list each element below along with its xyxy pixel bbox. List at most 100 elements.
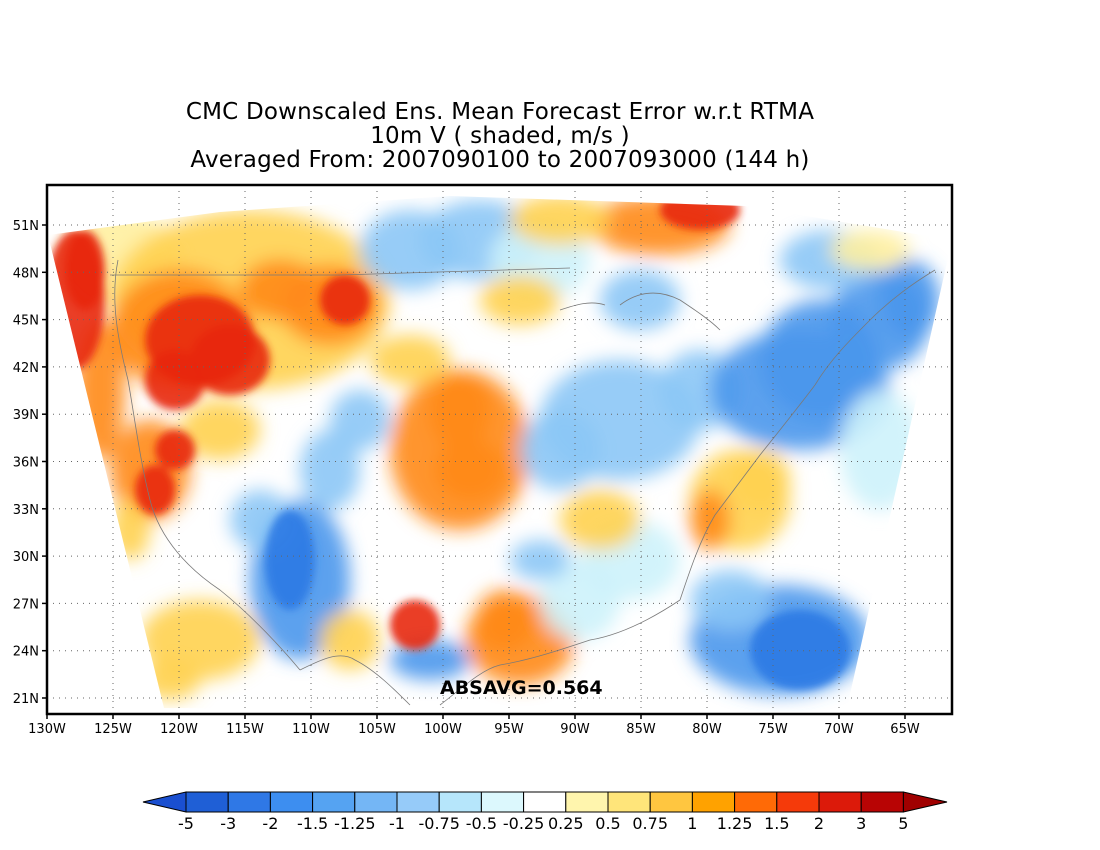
chart-title: CMC Downscaled Ens. Mean Forecast Error …: [0, 100, 1000, 172]
lon-tick-label: 115W: [226, 722, 264, 737]
field-patch: [370, 335, 450, 385]
title-line-2: 10m V ( shaded, m/s ): [370, 123, 630, 149]
colorbar-bin: [734, 791, 778, 813]
colorbar-label: -5: [178, 814, 194, 833]
lat-tick-label: 30N: [13, 550, 39, 565]
boundary-line: [439, 599, 681, 706]
shaded-error-field: [48, 196, 952, 712]
colorbar-label: 0.75: [632, 814, 668, 833]
field-patch: [145, 350, 205, 410]
colorbar-label: -1: [389, 814, 405, 833]
colorbar: -5 -3 -2 -1.5 -1.25 -1 -0.75 -0.5 -0.25 0.25 0.5 0.…: [142, 791, 948, 833]
field-patch: [520, 410, 600, 490]
colorbar-label: -2: [262, 814, 278, 833]
colorbar-bin: [818, 791, 862, 813]
field-patch: [830, 230, 910, 270]
colorbar-bin: [269, 791, 314, 813]
field-patch: [330, 390, 390, 450]
colorbar-bin: [354, 791, 398, 813]
boundary-line: [619, 292, 721, 331]
title-line-3: Averaged From: 2007090100 to 2007093000 …: [190, 147, 810, 173]
lat-tick-label: 33N: [13, 503, 39, 518]
field-patch: [240, 260, 320, 320]
field-patch: [265, 510, 315, 610]
colorbar-bin: [396, 791, 440, 813]
field-patch: [750, 610, 850, 690]
field-patch: [510, 196, 610, 245]
lon-tick-label: 125W: [94, 722, 132, 737]
lon-tick-label: 85W: [626, 722, 656, 737]
colorbar-label: 1.5: [764, 814, 789, 833]
lat-tick-label: 42N: [13, 361, 39, 376]
colorbar-low-extension: [142, 791, 187, 813]
field-patch: [430, 370, 490, 450]
field-patch: [320, 275, 370, 325]
boundary-line: [299, 655, 411, 706]
map-boundaries: [110, 259, 936, 706]
field-patch: [140, 660, 200, 700]
boundary-line: [559, 302, 606, 311]
latitude-labels: 51N 48N 45N 42N 39N 36N 33N 30N 27N 24N 21N: [13, 219, 39, 707]
field-patch: [65, 230, 105, 310]
colorbar-label: 3: [856, 814, 866, 833]
lon-tick-label: 105W: [358, 722, 396, 737]
colorbar-bin: [649, 791, 693, 813]
plot-frame: [45, 183, 954, 716]
lon-tick-label: 110W: [292, 722, 330, 737]
lon-tick-label: 120W: [160, 722, 198, 737]
colorbar-label: 0.25: [548, 814, 584, 833]
field-patch: [300, 430, 360, 510]
lon-tick-label: 70W: [824, 722, 854, 737]
colorbar-label: 2: [814, 814, 824, 833]
colorbar-bin: [523, 791, 567, 813]
absavg-annotation: ABSAVG=0.564: [440, 677, 603, 699]
colorbar-label: 1: [687, 814, 697, 833]
boundary-line: [114, 259, 301, 671]
lat-tick-label: 48N: [13, 266, 39, 281]
field-patch: [690, 570, 770, 630]
field-patch: [135, 465, 175, 515]
lat-tick-label: 27N: [13, 597, 39, 612]
colorbar-bin: [860, 791, 904, 813]
colorbar-bin: [691, 791, 736, 813]
lat-tick-label: 24N: [13, 645, 39, 660]
lat-tick-label: 21N: [13, 692, 39, 707]
colorbar-label: 1.25: [717, 814, 753, 833]
colorbar-bin: [185, 791, 229, 813]
colorbar-label: -0.5: [466, 814, 497, 833]
colorbar-label: -1.5: [297, 814, 328, 833]
colorbar-bin: [776, 791, 820, 813]
colorbar-label: -3: [220, 814, 236, 833]
field-patch: [155, 430, 195, 470]
boundary-line: [814, 269, 936, 386]
lon-tick-label: 90W: [560, 722, 590, 737]
lat-tick-label: 45N: [13, 314, 39, 329]
title-line-1: CMC Downscaled Ens. Mean Forecast Error …: [185, 99, 815, 125]
colorbar-label: -1.25: [334, 814, 375, 833]
boundary-line: [679, 384, 816, 601]
lat-tick-label: 36N: [13, 456, 39, 471]
longitude-labels: 130W 125W 120W 115W 110W 105W 100W 95W 90W 85W 80W…: [28, 722, 920, 737]
field-patch: [510, 540, 570, 580]
lon-tick-label: 130W: [28, 722, 66, 737]
field-patch: [690, 490, 730, 550]
field-patch: [390, 640, 470, 680]
field-patch: [600, 270, 680, 330]
colorbar-bin: [312, 791, 356, 813]
field-patch: [840, 390, 920, 510]
boundary-line: [339, 267, 571, 276]
field-patch: [540, 560, 620, 640]
colorbar-bin: [607, 791, 651, 813]
colorbar-label: 5: [898, 814, 908, 833]
lat-tick-label: 39N: [13, 408, 39, 423]
graticule-grid: [42, 185, 952, 719]
field-patch: [190, 325, 270, 395]
field-patch: [560, 490, 640, 550]
colorbar-bin: [227, 791, 271, 813]
lon-tick-label: 65W: [890, 722, 920, 737]
field-patch: [435, 440, 505, 500]
colorbar-label: 0.5: [595, 814, 620, 833]
lon-tick-label: 95W: [494, 722, 524, 737]
colorbar-label: -0.25: [503, 814, 544, 833]
